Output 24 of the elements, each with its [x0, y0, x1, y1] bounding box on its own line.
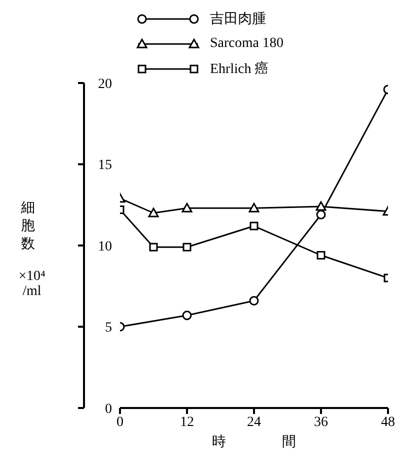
y-tick-label: 20 — [98, 76, 112, 92]
y-tick-label: 0 — [105, 402, 112, 417]
x-tick-label: 36 — [314, 414, 328, 430]
legend-label: 吉田肉腫 — [210, 10, 266, 28]
x-tick-label: 12 — [180, 414, 194, 430]
y-tick-label: 15 — [98, 158, 112, 174]
x-axis-title: 時 間 — [212, 434, 296, 450]
point — [250, 222, 258, 230]
legend-label: Sarcoma 180 — [210, 36, 284, 52]
x-tick-label: 0 — [116, 414, 124, 430]
point — [182, 310, 192, 320]
point — [316, 251, 326, 260]
y-tick-label: 5 — [105, 320, 112, 336]
point — [182, 242, 192, 252]
point — [316, 210, 326, 220]
x-tick-label: 48 — [381, 414, 395, 430]
x-tick-label: 24 — [247, 414, 261, 430]
point — [182, 202, 192, 212]
point — [316, 201, 326, 211]
point — [248, 202, 260, 212]
text: 細胞数 ×10⁴ /ml — [18, 201, 46, 299]
legend-label: Ehrlich 癌 — [210, 60, 269, 78]
y-tick-label: 10 — [98, 239, 112, 254]
point — [249, 296, 259, 306]
